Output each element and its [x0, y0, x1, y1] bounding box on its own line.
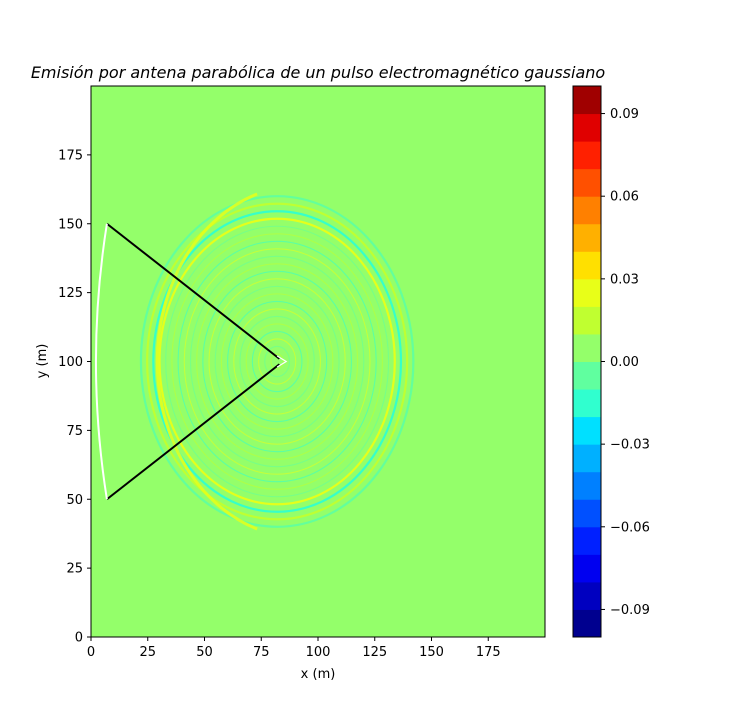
colorbar-level — [573, 113, 601, 142]
y-tick-label: 125 — [58, 286, 83, 301]
wavefront-ring — [189, 255, 365, 468]
colorbar-level — [573, 471, 601, 500]
wavefront-ring — [158, 217, 396, 506]
colorbar-level — [573, 306, 601, 335]
wavefront-ring — [165, 225, 390, 498]
colorbar-level — [573, 554, 601, 583]
y-axis: 0 25 50 75 100 125 150 175 — [58, 148, 91, 646]
feed-point — [276, 355, 288, 368]
colorbar-level — [573, 444, 601, 473]
colorbar-tick-label: 0.00 — [610, 355, 639, 370]
colorbar-tick-label: 0.06 — [610, 190, 639, 205]
wavefront-ring — [264, 345, 291, 378]
colorbar-level — [573, 141, 601, 170]
antenna-line-1 — [106, 222, 281, 360]
colorbar-tick-label: −0.03 — [610, 438, 650, 453]
x-tick-label: 75 — [253, 645, 270, 660]
colorbar-level — [573, 223, 601, 252]
x-tick-label: 125 — [362, 645, 387, 660]
x-tick-label: 175 — [476, 645, 501, 660]
wavefront-ring — [171, 233, 383, 490]
x-axis: 0 25 50 75 100 125 150 175 — [87, 637, 501, 660]
wavefront-ring — [251, 330, 303, 393]
colorbar-level — [573, 389, 601, 418]
colorbar-level — [573, 251, 601, 280]
leading-wavefront — [155, 192, 258, 531]
wave-pattern — [139, 192, 415, 531]
colorbar-tick-label: 0.09 — [610, 107, 639, 122]
wavefront-ring — [233, 308, 322, 415]
wavefront-ring — [146, 202, 409, 521]
wavefront-ring — [152, 210, 403, 513]
y-tick-label: 75 — [66, 424, 83, 439]
plot-area — [91, 86, 545, 637]
x-tick-label: 150 — [419, 645, 444, 660]
x-tick-label: 100 — [306, 645, 331, 660]
wavefront-ring — [177, 240, 377, 483]
colorbar-tick-label: −0.09 — [610, 603, 650, 618]
colorbar-level — [573, 416, 601, 445]
colorbar: −0.09 −0.06 −0.03 0.00 0.03 0.06 0.09 — [572, 85, 650, 638]
wavefront-ring — [270, 353, 284, 370]
colorbar-level — [573, 526, 601, 555]
wavefront-ring — [208, 278, 346, 445]
colorbar-level — [573, 609, 601, 638]
wavefront-ring — [258, 338, 297, 385]
x-tick-label: 25 — [139, 645, 156, 660]
wavefront-ring — [196, 263, 359, 460]
y-tick-label: 175 — [58, 148, 83, 163]
colorbar-level — [573, 196, 601, 225]
antenna-group — [94, 222, 288, 501]
chart-title: Emisión por antena parabólica de un puls… — [31, 63, 606, 82]
wavefront-ring — [214, 285, 340, 438]
y-tick-label: 0 — [75, 631, 83, 646]
x-tick-label: 50 — [196, 645, 213, 660]
y-axis-label: y (m) — [35, 344, 50, 379]
wavefront-ring — [245, 323, 309, 400]
parabolic-reflector — [94, 223, 108, 500]
colorbar-level — [573, 361, 601, 390]
y-tick-label: 25 — [66, 562, 83, 577]
colorbar-level — [573, 499, 601, 528]
wavefront-ring — [220, 293, 334, 430]
colorbar-level — [573, 278, 601, 307]
y-tick-label: 150 — [58, 217, 83, 232]
wavefront-ring — [183, 248, 371, 475]
y-tick-label: 50 — [66, 493, 83, 508]
y-tick-label: 100 — [58, 355, 83, 370]
wavefront-ring — [139, 195, 415, 528]
x-tick-label: 0 — [87, 645, 95, 660]
wavefront-ring — [227, 300, 328, 423]
colorbar-level — [573, 333, 601, 362]
colorbar-tick-label: −0.06 — [610, 520, 650, 535]
colorbar-level — [573, 581, 601, 610]
colorbar-level — [573, 168, 601, 197]
colorbar-level — [573, 86, 601, 115]
antenna-line-2 — [106, 363, 281, 501]
wavefront-ring — [202, 270, 352, 453]
wavefront-ring — [239, 315, 315, 408]
colorbar-tick-label: 0.03 — [610, 272, 639, 287]
x-axis-label: x (m) — [301, 667, 336, 682]
